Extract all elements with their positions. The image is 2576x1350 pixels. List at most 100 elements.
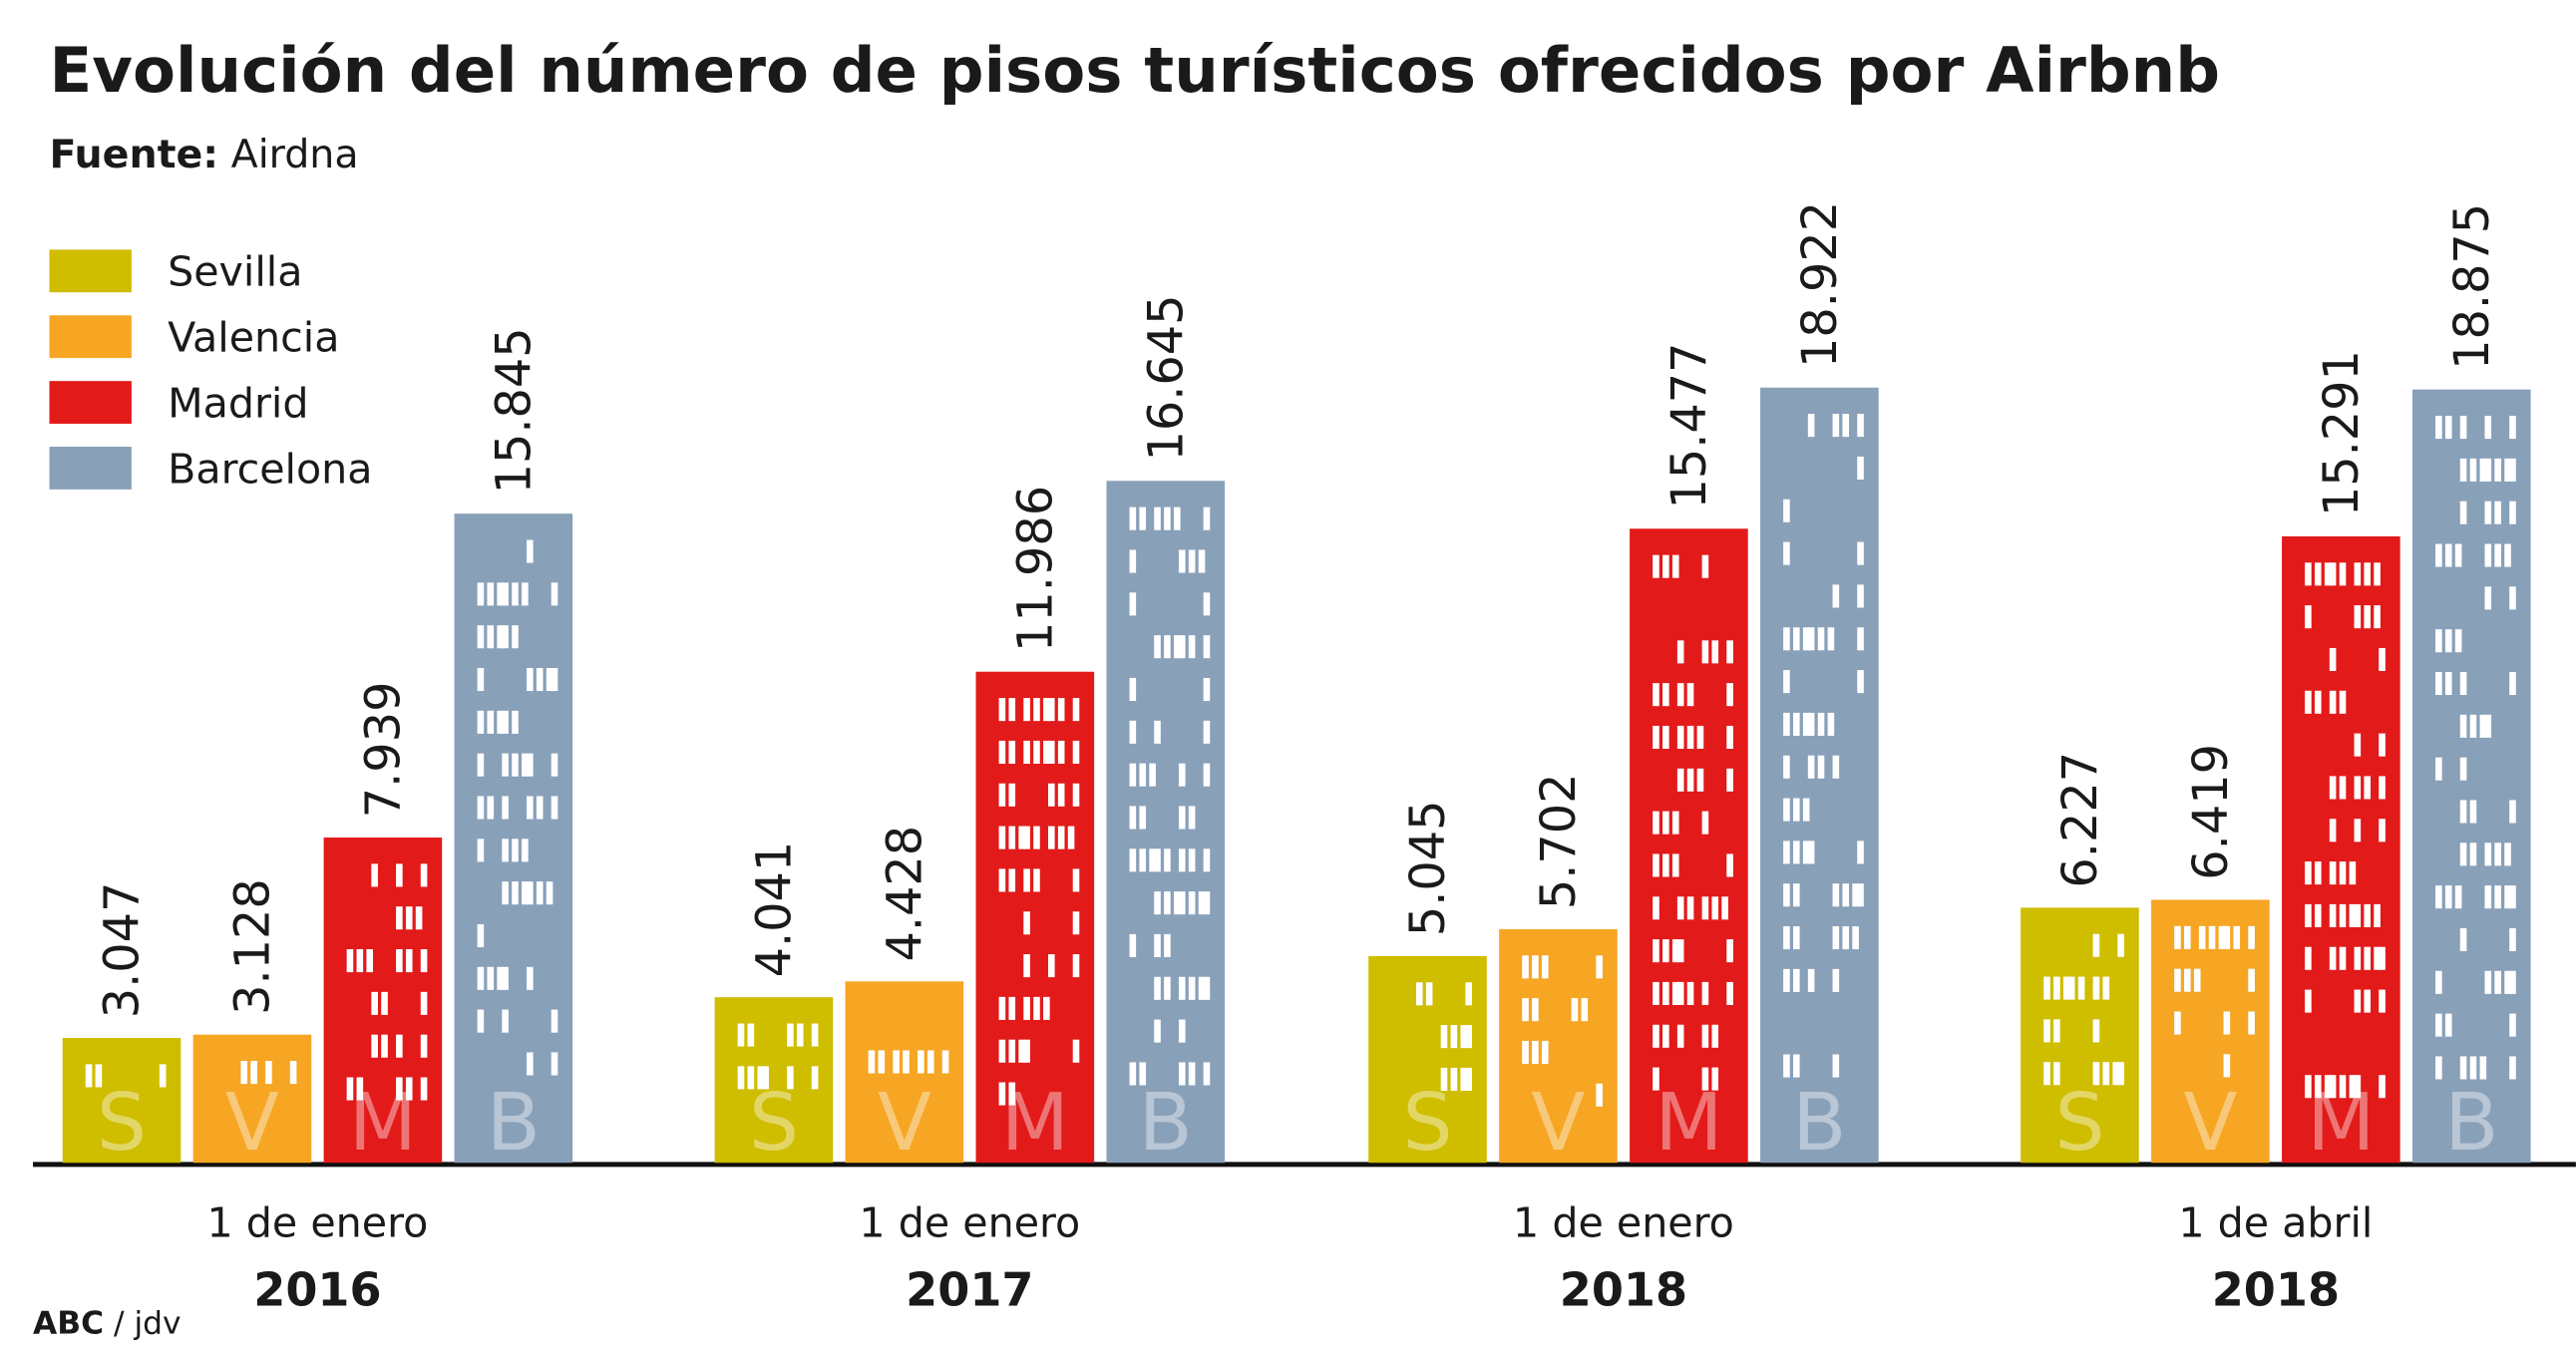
bar-letter: V: [878, 1077, 931, 1169]
window: [1532, 998, 1539, 1022]
window: [2479, 1056, 2487, 1080]
window: [2494, 458, 2501, 482]
category-year: 2017: [906, 1263, 1033, 1317]
window: [1671, 811, 1679, 835]
legend-swatch: [49, 447, 132, 490]
window: [1129, 933, 1137, 957]
window: [2315, 861, 2322, 885]
window: [1139, 506, 1147, 530]
window: [2435, 885, 2442, 909]
window: [502, 582, 509, 606]
window: [536, 796, 544, 820]
window: [811, 1023, 819, 1047]
value-label: 5.702: [1532, 773, 1587, 909]
window: [536, 881, 544, 905]
window: [1072, 1039, 1080, 1063]
window: [2184, 968, 2191, 992]
window: [2354, 776, 2362, 800]
window: [2174, 1011, 2181, 1035]
window: [1018, 826, 1025, 849]
window: [1701, 1024, 1709, 1048]
window: [1783, 841, 1790, 864]
window: [1783, 712, 1790, 736]
window: [1178, 976, 1186, 1000]
window: [2354, 946, 2362, 970]
window: [1023, 698, 1030, 722]
window: [2379, 733, 2386, 757]
window: [1033, 868, 1040, 892]
window: [2509, 1056, 2516, 1080]
window: [1139, 763, 1147, 787]
window: [2494, 543, 2501, 567]
window: [371, 1034, 378, 1058]
window: [2435, 1056, 2442, 1080]
window: [477, 1009, 485, 1033]
window: [1653, 1024, 1659, 1048]
window: [512, 710, 519, 734]
window: [1198, 976, 1206, 1000]
window: [2364, 562, 2372, 586]
window: [1802, 712, 1810, 736]
window: [1653, 725, 1659, 750]
window: [2459, 927, 2467, 952]
window: [2469, 458, 2477, 482]
window: [1783, 926, 1790, 950]
window: [1203, 763, 1211, 787]
window: [1653, 683, 1659, 707]
window: [396, 1034, 403, 1058]
window: [1793, 883, 1800, 907]
window: [1023, 826, 1030, 849]
window: [1653, 939, 1659, 963]
window: [2494, 501, 2501, 524]
window: [415, 906, 423, 930]
window: [1783, 1054, 1790, 1078]
window: [1701, 640, 1709, 664]
window: [1440, 1067, 1448, 1091]
window: [1676, 640, 1684, 664]
window: [1154, 506, 1161, 530]
window: [2454, 543, 2462, 567]
window: [2509, 586, 2516, 610]
window: [1129, 506, 1137, 530]
legend-swatch: [49, 315, 132, 359]
window: [1188, 1062, 1196, 1086]
window: [2233, 925, 2241, 949]
value-label: 18.875: [2445, 203, 2500, 370]
window: [1203, 720, 1211, 744]
window: [1164, 635, 1171, 659]
window: [2339, 776, 2347, 800]
window: [2479, 458, 2487, 482]
window: [1532, 955, 1539, 979]
window: [1852, 926, 1859, 950]
window: [737, 1066, 745, 1090]
window: [1701, 811, 1709, 835]
window: [1711, 1024, 1719, 1048]
window: [2305, 562, 2312, 586]
window: [1129, 848, 1137, 872]
value-label: 15.291: [2315, 350, 2370, 516]
window: [1676, 981, 1684, 1005]
window: [1676, 725, 1684, 750]
window: [1802, 841, 1810, 864]
window: [762, 1066, 769, 1090]
window: [1807, 712, 1815, 736]
window: [289, 1061, 297, 1085]
source-text: Airdna: [231, 132, 359, 177]
window: [1174, 891, 1181, 915]
window: [1178, 1019, 1186, 1043]
window: [2349, 1075, 2357, 1099]
window: [1701, 896, 1709, 920]
window: [998, 826, 1006, 849]
window: [1671, 554, 1679, 578]
window: [1203, 592, 1211, 616]
chart-title: Evolución del número de pisos turísticos…: [50, 34, 2221, 107]
category-year: 2018: [2212, 1263, 2340, 1317]
window: [2315, 903, 2322, 927]
window: [487, 796, 495, 820]
category-label: 1 de enero: [859, 1198, 1080, 1246]
window: [1653, 811, 1659, 835]
window: [1793, 926, 1800, 950]
bar: [192, 1034, 312, 1164]
window: [346, 949, 354, 973]
window: [1726, 683, 1733, 707]
